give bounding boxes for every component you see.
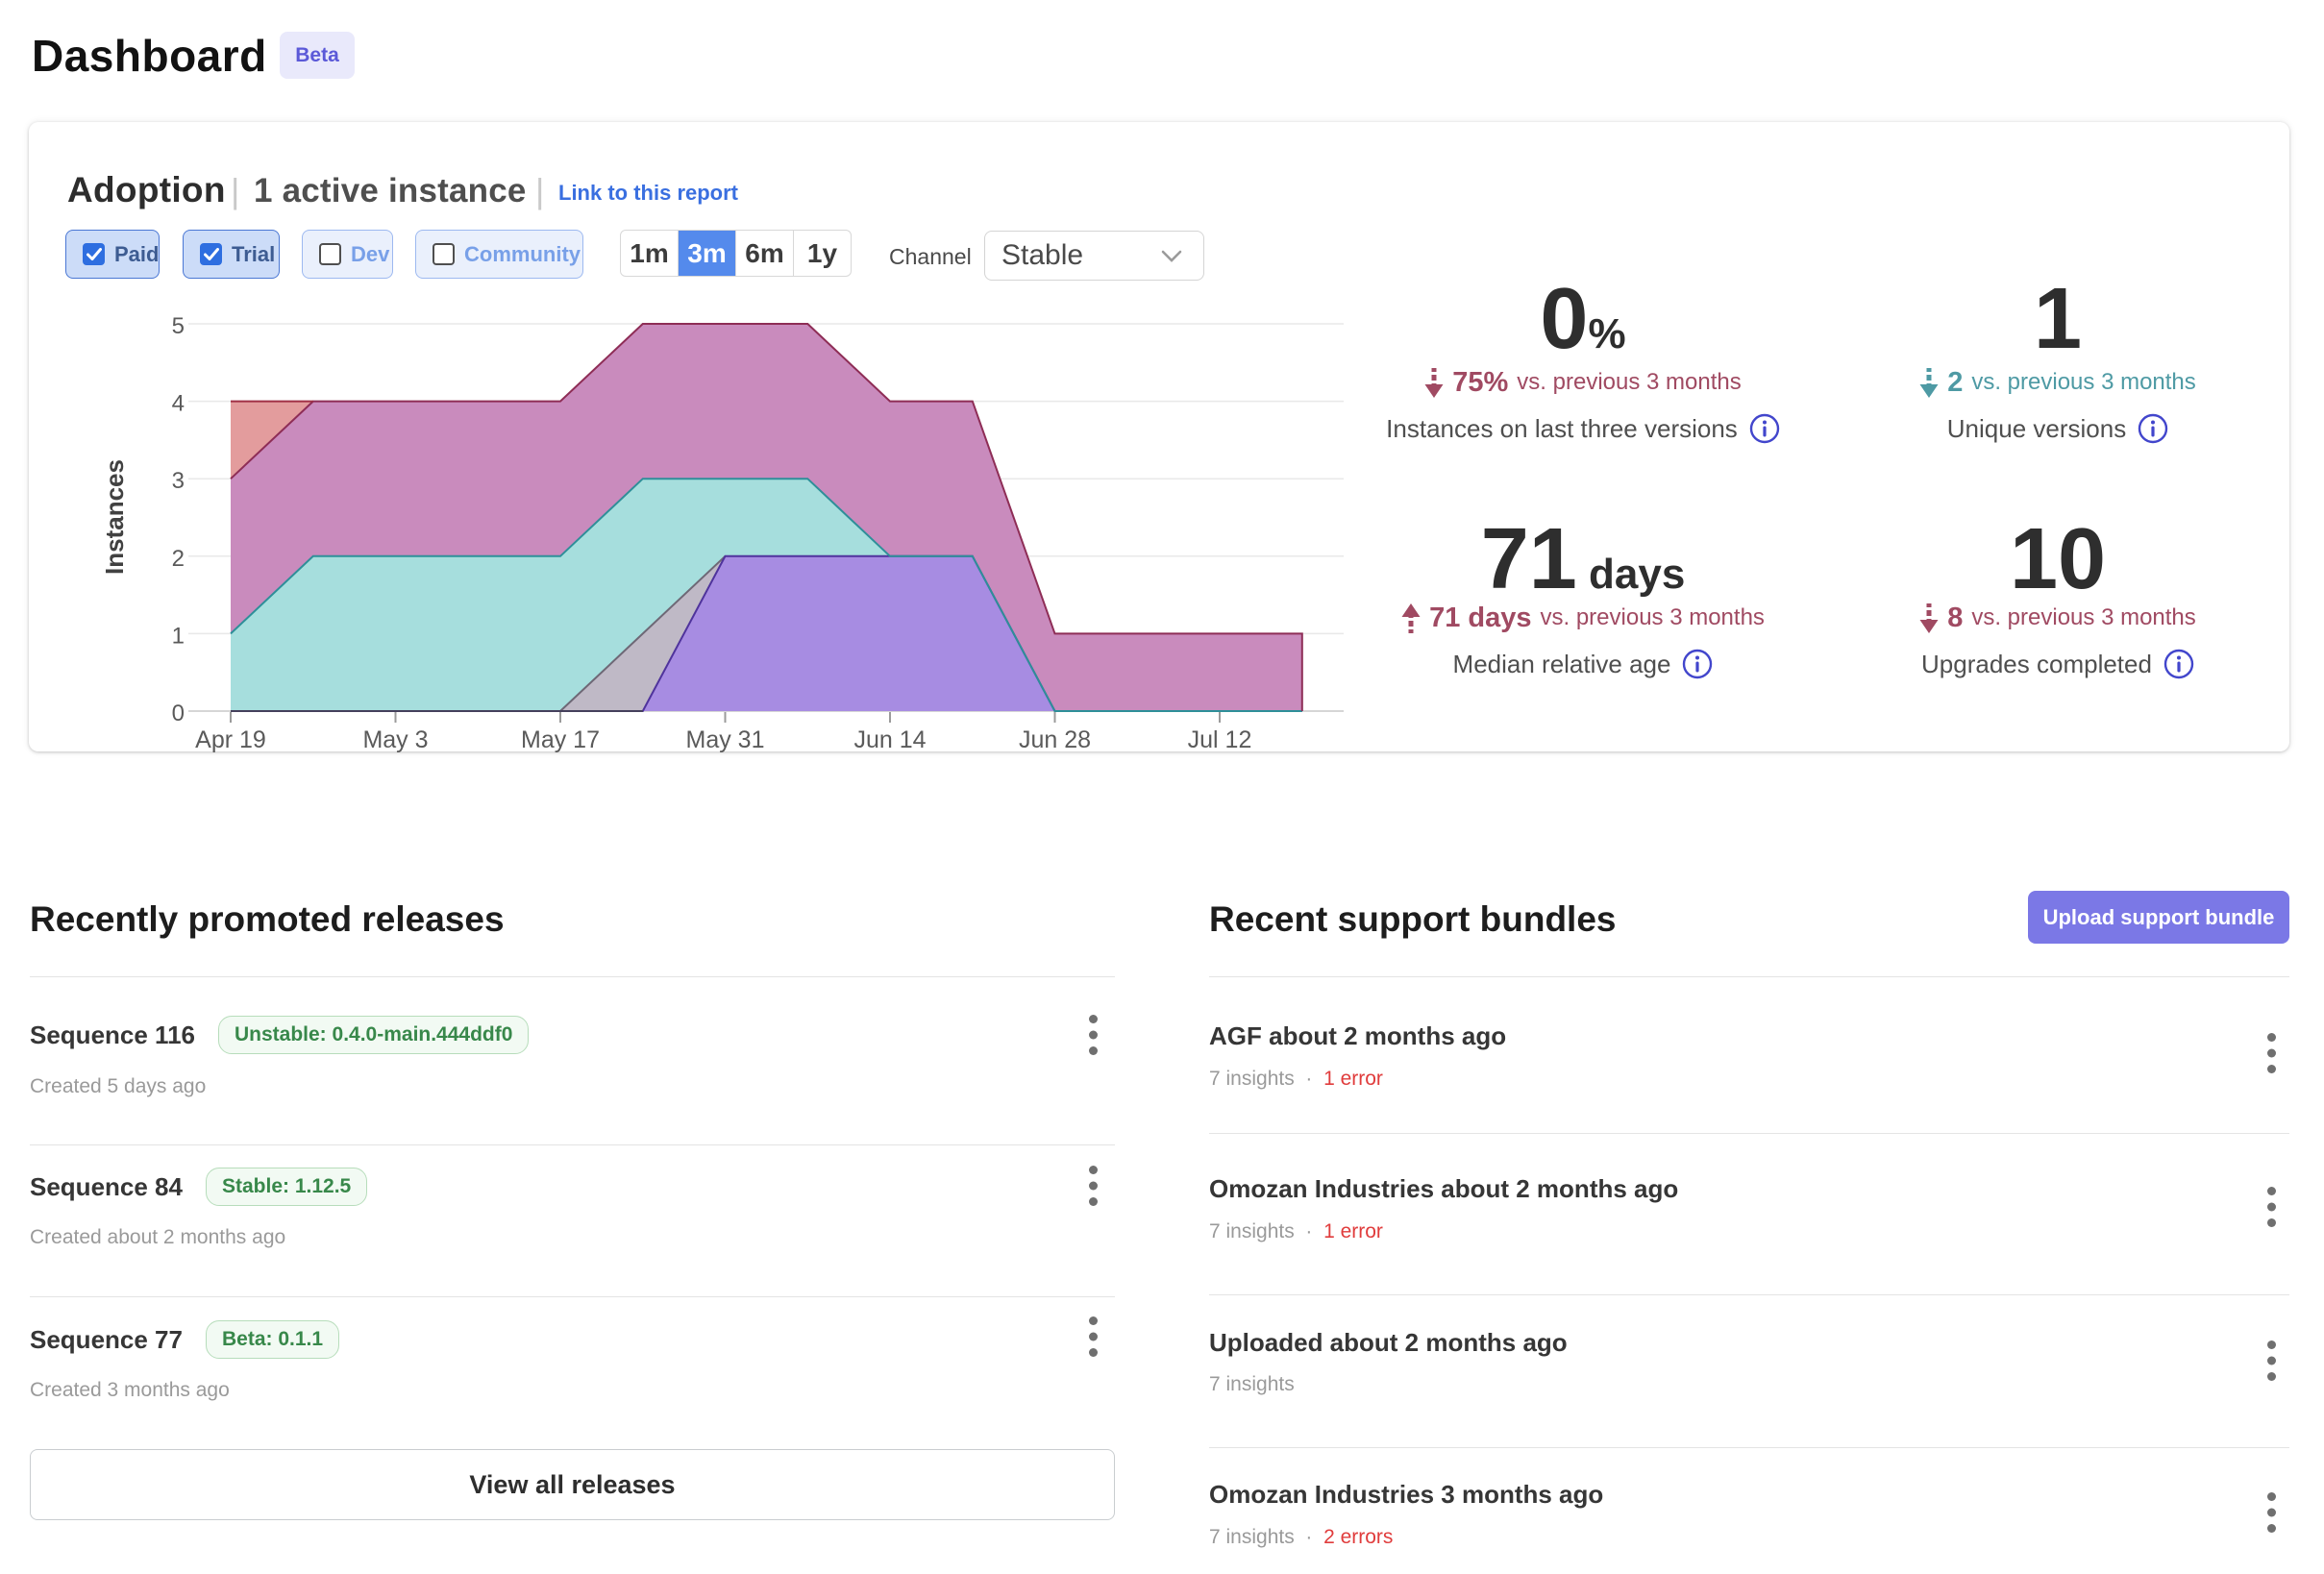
svg-text:Apr 19: Apr 19 [195,726,266,753]
svg-text:Jun 28: Jun 28 [1019,726,1091,753]
svg-text:May 31: May 31 [686,726,765,753]
svg-text:5: 5 [172,313,185,339]
svg-text:0: 0 [172,701,185,726]
svg-text:1: 1 [172,623,185,649]
svg-text:May 17: May 17 [521,726,600,753]
svg-text:4: 4 [172,391,185,417]
svg-text:Jul 12: Jul 12 [1188,726,1252,753]
svg-text:2: 2 [172,546,185,572]
svg-text:Jun 14: Jun 14 [853,726,926,753]
svg-text:Instances: Instances [100,459,129,575]
svg-text:May 3: May 3 [362,726,428,753]
svg-text:3: 3 [172,468,185,494]
